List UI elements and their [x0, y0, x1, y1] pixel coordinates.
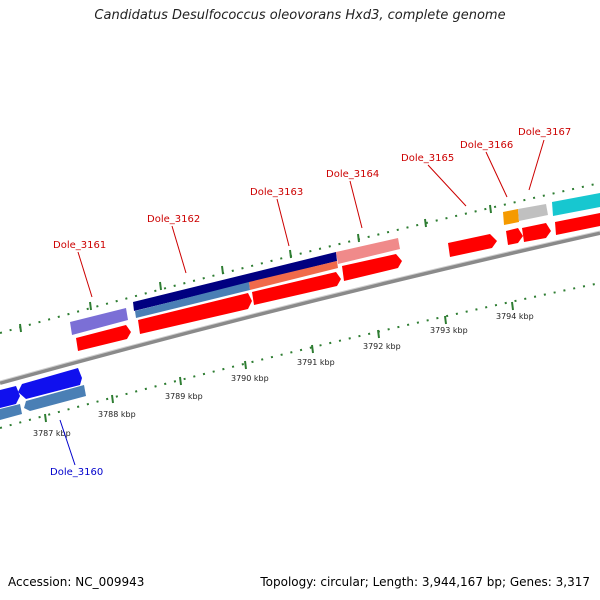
scale-label-3791: 3791 kbp — [297, 358, 335, 367]
gene-dole-3166-red[interactable] — [506, 228, 523, 245]
upper-tick-track — [0, 182, 600, 334]
gene-label-dole-3167[interactable]: Dole_3167 — [518, 127, 571, 138]
gene-label-dole-3163[interactable]: Dole_3163 — [250, 187, 303, 198]
gene-dole-3160-steel[interactable] — [24, 385, 86, 411]
gene-steel-left[interactable] — [0, 404, 22, 420]
gene-dole-3161-lavender[interactable] — [70, 308, 128, 335]
gene-label-dole-3164[interactable]: Dole_3164 — [326, 169, 379, 180]
gene-dole-3163-red[interactable] — [252, 272, 341, 305]
gene-label-dole-3166[interactable]: Dole_3166 — [460, 140, 513, 151]
gene-dole-3166-grey[interactable] — [518, 204, 548, 221]
gene-blue-left[interactable] — [0, 386, 20, 408]
gene-dole-3165-red[interactable] — [448, 234, 497, 257]
gene-dole-3162-navy[interactable] — [133, 252, 337, 311]
gene-dole-3160-blue[interactable] — [18, 368, 82, 399]
gene-dole-3164-salmon[interactable] — [336, 238, 400, 264]
gene-label-dole-3162[interactable]: Dole_3162 — [147, 214, 200, 225]
lower-tick-track — [0, 282, 600, 429]
gene-dole-3167-red[interactable] — [522, 223, 551, 242]
scale-label-3788: 3788 kbp — [98, 410, 136, 419]
gene-label-dole-3165[interactable]: Dole_3165 — [401, 153, 454, 164]
scale-label-3794: 3794 kbp — [496, 312, 534, 321]
gene-dole-3161-red[interactable] — [76, 325, 131, 351]
topology-text: Topology: circular; Length: 3,944,167 bp… — [260, 575, 590, 589]
upper-major-ticks — [19, 204, 492, 333]
gene-dole-3164-red[interactable] — [342, 254, 402, 281]
gene-label-dole-3160[interactable]: Dole_3160 — [50, 467, 103, 478]
gene-dole-3162-red[interactable] — [138, 293, 252, 334]
gene-dole-3166-orange[interactable] — [503, 209, 519, 225]
gene-dole-3163-salmon-strip[interactable] — [249, 261, 338, 290]
accession-text: Accession: NC_009943 — [8, 575, 145, 589]
lower-major-ticks — [44, 301, 514, 423]
gene-dole-3162-steel[interactable] — [135, 282, 250, 318]
scale-label-3790: 3790 kbp — [231, 374, 269, 383]
genome-backbone — [0, 231, 600, 385]
scale-label-3787: 3787 kbp — [33, 429, 71, 438]
scale-label-3793: 3793 kbp — [430, 326, 468, 335]
map-title: Candidatus Desulfococcus oleovorans Hxd3… — [94, 8, 506, 23]
genome-backbone-highlight — [0, 230, 600, 382]
scale-label-3789: 3789 kbp — [165, 392, 203, 401]
scale-label-3792: 3792 kbp — [363, 342, 401, 351]
gene-label-dole-3161[interactable]: Dole_3161 — [53, 240, 106, 251]
gene-cyan-right[interactable] — [552, 193, 600, 216]
label-leaders — [59, 139, 545, 466]
gene-red-right[interactable] — [555, 213, 600, 235]
